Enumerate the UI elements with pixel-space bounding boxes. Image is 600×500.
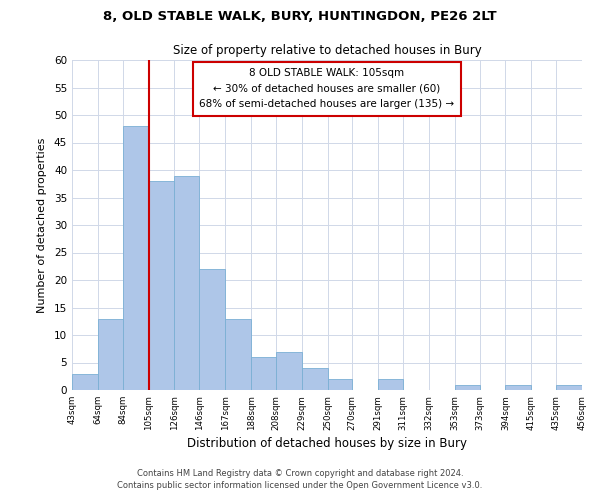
X-axis label: Distribution of detached houses by size in Bury: Distribution of detached houses by size … <box>187 436 467 450</box>
Bar <box>225 318 251 390</box>
Bar <box>72 374 98 390</box>
Bar <box>122 126 149 390</box>
Y-axis label: Number of detached properties: Number of detached properties <box>37 138 47 312</box>
Title: Size of property relative to detached houses in Bury: Size of property relative to detached ho… <box>173 44 481 58</box>
Bar <box>556 384 582 390</box>
Text: 8, OLD STABLE WALK, BURY, HUNTINGDON, PE26 2LT: 8, OLD STABLE WALK, BURY, HUNTINGDON, PE… <box>103 10 497 23</box>
Bar <box>98 318 122 390</box>
Bar <box>199 269 225 390</box>
Bar <box>251 357 276 390</box>
Bar <box>505 384 532 390</box>
Text: 8 OLD STABLE WALK: 105sqm
← 30% of detached houses are smaller (60)
68% of semi-: 8 OLD STABLE WALK: 105sqm ← 30% of detac… <box>199 68 455 110</box>
Text: Contains HM Land Registry data © Crown copyright and database right 2024.
Contai: Contains HM Land Registry data © Crown c… <box>118 468 482 490</box>
Bar <box>175 176 199 390</box>
Bar <box>378 379 403 390</box>
Bar <box>302 368 328 390</box>
Bar <box>328 379 352 390</box>
Bar <box>276 352 302 390</box>
Bar <box>149 181 175 390</box>
Bar <box>455 384 479 390</box>
